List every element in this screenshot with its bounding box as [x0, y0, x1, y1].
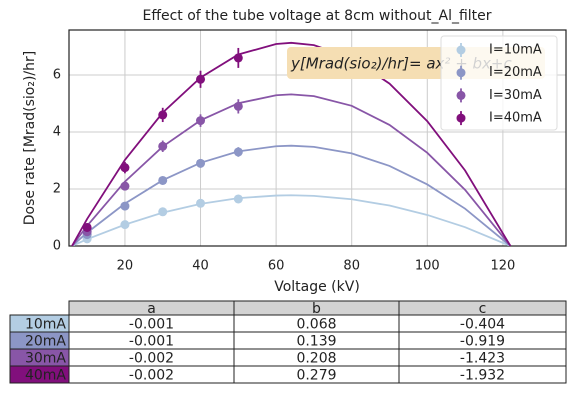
legend-label: I=20mA — [489, 65, 542, 80]
fit-curve — [71, 194, 511, 246]
row-label: 10mA — [25, 317, 66, 333]
data-point — [233, 101, 243, 111]
y-tick-label: 6 — [53, 68, 61, 83]
fit-curve — [71, 41, 512, 246]
table-value: 0.208 — [296, 351, 336, 367]
x-tick-label: 100 — [415, 259, 440, 274]
table-value: -0.404 — [460, 317, 505, 333]
legend-label: I=40mA — [489, 111, 542, 126]
table-value: -1.932 — [460, 368, 505, 384]
legend-label: I=30mA — [489, 88, 542, 103]
table-value: -0.001 — [129, 317, 174, 333]
y-tick-label: 0 — [53, 239, 61, 254]
table-value: -0.919 — [460, 334, 505, 350]
row-label: 30mA — [25, 351, 66, 367]
data-point — [158, 207, 168, 217]
table-cell — [398, 365, 567, 384]
y-tick-label: 4 — [53, 125, 61, 140]
row-label: 20mA — [25, 334, 66, 350]
x-tick-label: 20 — [117, 259, 134, 274]
data-point — [158, 141, 168, 151]
plot-frame — [68, 29, 567, 247]
table-header: c — [479, 301, 487, 317]
data-point — [158, 175, 168, 185]
data-point — [120, 201, 130, 211]
table-value: 0.068 — [296, 317, 336, 333]
x-tick-label: 80 — [343, 259, 360, 274]
data-point — [196, 158, 206, 168]
plot-area — [71, 41, 512, 246]
chart-title: Effect of the tube voltage at 8cm withou… — [142, 8, 491, 24]
data-point — [120, 220, 130, 230]
data-point — [196, 198, 206, 208]
data-point — [233, 147, 243, 157]
data-point — [233, 194, 243, 204]
legend-box — [440, 35, 558, 131]
table-value: -0.001 — [129, 334, 174, 350]
y-axis-label: Dose rate [Mrad(sio₂)/hr] — [22, 51, 38, 225]
x-tick-label: 40 — [192, 259, 209, 274]
table-value: 0.139 — [296, 334, 336, 350]
x-tick-label: 120 — [490, 259, 515, 274]
table-value: -0.002 — [129, 351, 174, 367]
data-point — [196, 74, 206, 84]
table-value: 0.279 — [296, 368, 336, 384]
table-value: -1.423 — [460, 351, 505, 367]
data-point — [120, 163, 130, 173]
table-header: b — [312, 301, 321, 317]
fit-curve — [71, 144, 512, 246]
data-point — [120, 181, 130, 191]
data-point — [158, 110, 168, 120]
table-value: -0.002 — [129, 368, 174, 384]
legend-label: I=10mA — [489, 43, 542, 58]
table-header: a — [147, 301, 156, 317]
data-point — [82, 222, 92, 232]
data-point — [233, 53, 243, 63]
x-tick-label: 60 — [268, 259, 285, 274]
row-label: 40mA — [25, 368, 66, 384]
data-point — [196, 116, 206, 126]
fit-curve — [71, 93, 512, 246]
x-axis-label: Voltage (kV) — [274, 279, 360, 295]
y-tick-label: 2 — [53, 182, 61, 197]
